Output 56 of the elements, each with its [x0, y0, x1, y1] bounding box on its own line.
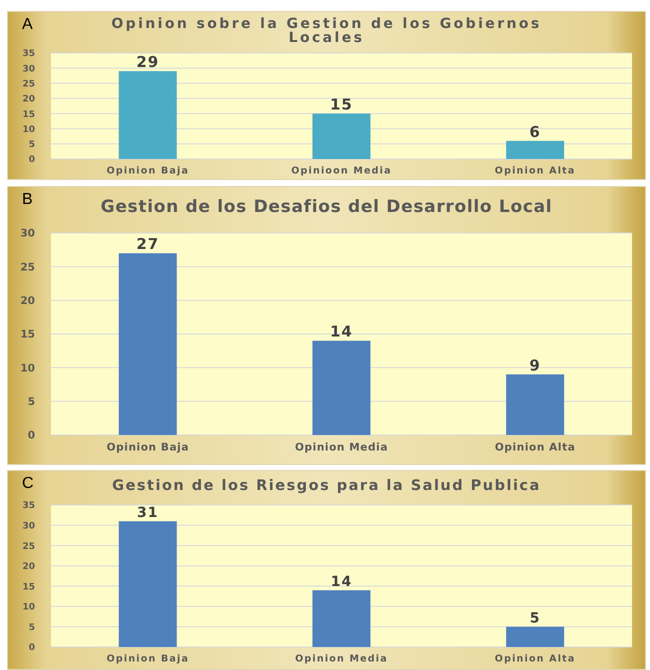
y-tick-label: 10	[20, 362, 35, 374]
x-tick-label: Opinion Alta	[494, 166, 576, 177]
bar	[118, 253, 177, 435]
y-tick-label: 0	[28, 430, 35, 442]
y-tick-label: 15	[22, 110, 35, 120]
data-label: 14	[330, 574, 352, 590]
y-tick-label: 25	[22, 542, 35, 552]
y-tick-label: 20	[22, 562, 35, 572]
data-label: 27	[136, 235, 160, 254]
data-label: 29	[136, 53, 160, 72]
y-tick-label: 15	[20, 328, 35, 341]
bar	[312, 590, 370, 647]
y-tick-label: 20	[22, 94, 35, 105]
y-tick-label: 5	[28, 622, 35, 633]
x-tick-label: Opinion Alta	[494, 441, 576, 454]
bar	[506, 626, 564, 647]
chart-title: Gestion de los Riesgos para la Salud Publica	[112, 478, 541, 494]
bar	[312, 114, 370, 159]
y-tick-label: 10	[22, 602, 35, 613]
text: B	[22, 191, 33, 209]
y-tick-label: 0	[28, 643, 35, 654]
y-tick-label: 15	[22, 582, 35, 592]
x-tick-label: Opinioon Media	[291, 166, 392, 177]
data-label: 14	[330, 322, 353, 341]
text: A	[22, 16, 33, 34]
y-tick-label: 30	[22, 64, 35, 74]
bar	[312, 340, 370, 435]
y-tick-label: 5	[28, 140, 35, 150]
y-tick-label: 35	[22, 49, 35, 60]
chart-title: Gestion de los Desafios del Desarrollo Local	[100, 197, 552, 217]
y-tick-label: 30	[22, 521, 35, 532]
y-tick-label: 35	[22, 501, 35, 512]
x-tick-label: Opinion Media	[295, 654, 388, 665]
x-tick-label: Opinion Baja	[106, 654, 190, 665]
bar	[506, 374, 564, 435]
y-tick-label: 25	[20, 261, 35, 274]
y-tick-label: 20	[20, 295, 35, 308]
y-tick-label: 10	[22, 124, 35, 135]
data-label: 5	[530, 610, 540, 627]
x-tick-label: Opinion Alta	[494, 654, 576, 665]
data-label: 15	[330, 96, 353, 114]
data-label: 31	[137, 505, 159, 522]
x-tick-label: Opinion Media	[294, 441, 388, 454]
chart-title: Opinion sobre la Gestion de los Gobiernos Locales	[110, 16, 543, 46]
y-tick-label: 25	[22, 79, 35, 90]
bar	[506, 140, 564, 159]
y-tick-label: 30	[20, 228, 35, 240]
bar	[118, 521, 177, 647]
y-tick-label: 5	[28, 396, 35, 408]
text: C	[22, 475, 34, 493]
bar	[118, 71, 177, 159]
data-label: 9	[529, 356, 541, 374]
x-tick-label: Opinion Baja	[106, 166, 190, 177]
y-tick-label: 0	[28, 155, 35, 166]
data-label: 6	[529, 122, 541, 141]
x-tick-label: Opinion Baja	[106, 441, 190, 454]
